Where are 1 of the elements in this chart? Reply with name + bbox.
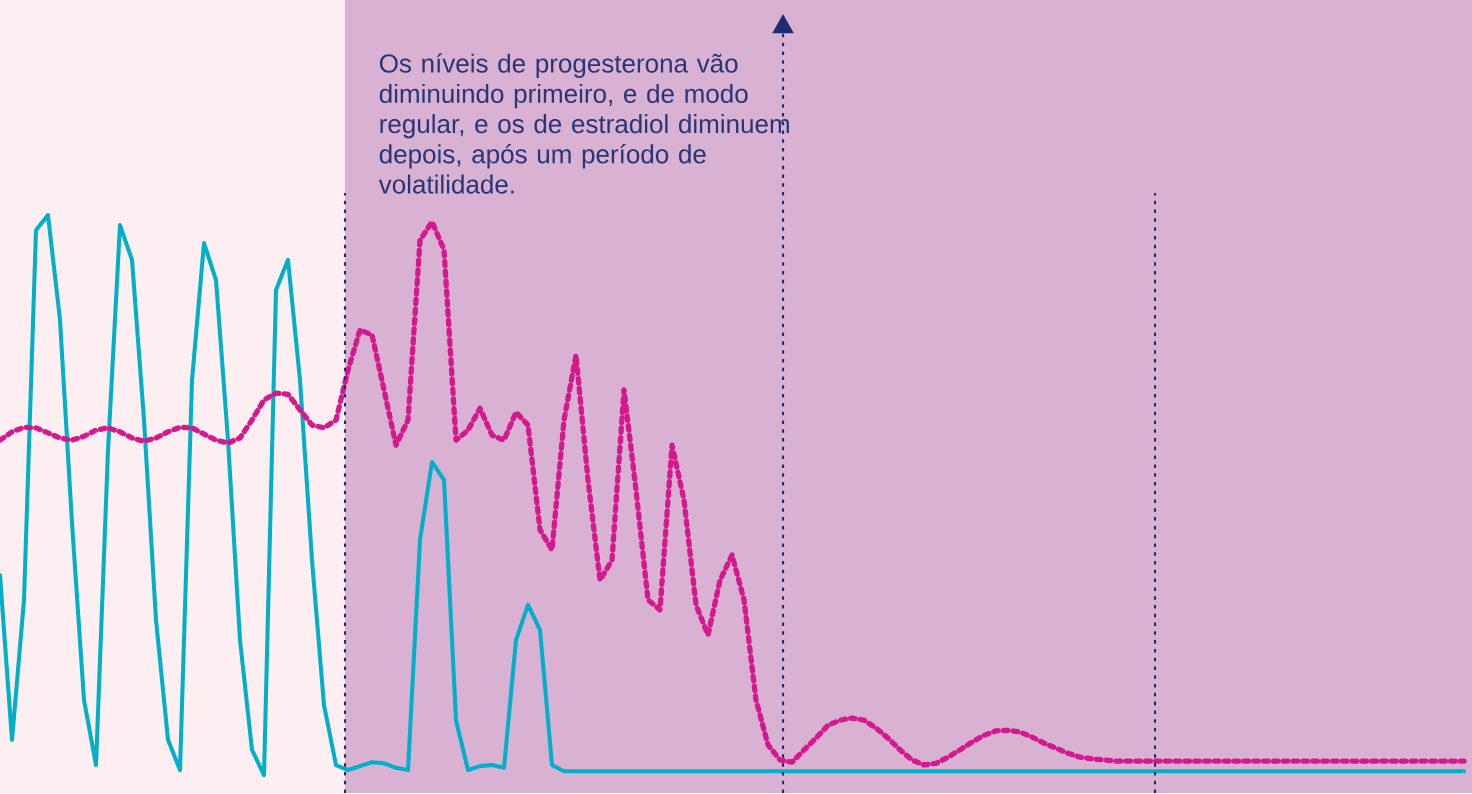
text: Os níveis de progesterona vão diminuindo primeiro, e de modo regular, e os de estradiol diminuem depois, após um período de volatilidade. <box>378 53 789 194</box>
